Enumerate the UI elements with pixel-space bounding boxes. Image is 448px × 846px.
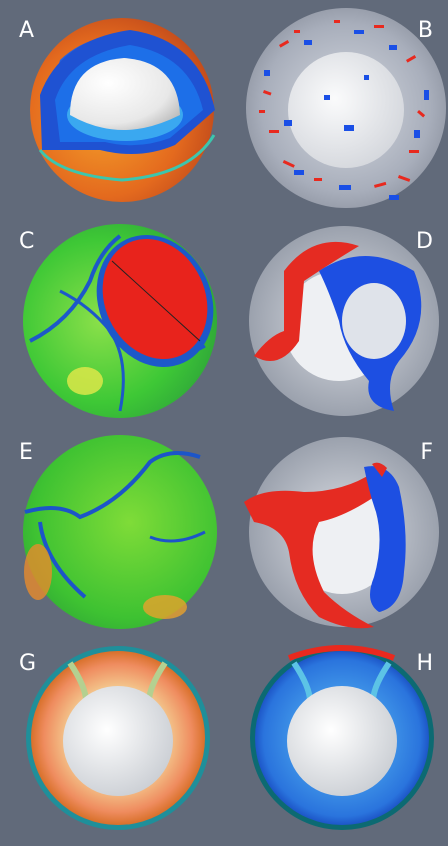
panel-label: D [416,229,433,254]
panel-f: F [224,422,448,633]
isosurfaces-image-d [249,226,439,416]
cutaway-sphere-image [30,18,216,202]
isosurfaces-image-f [244,437,439,629]
panel-label: F [420,440,433,465]
slice-cool-image [250,645,434,830]
panel-h: H [224,633,448,844]
sphere-with-red-cap-image [23,224,217,418]
panel-a: A [0,0,224,211]
panel-label: A [19,18,35,43]
slice-warm-image [26,646,210,830]
panel-c: C [0,211,224,422]
panel-e: E [0,422,224,633]
panel-label: H [416,651,433,676]
panel-label: C [19,229,35,254]
translucent-sphere-image [246,8,446,208]
green-sphere-image [23,435,217,629]
panel-g: G [0,633,224,844]
panel-b: B [224,0,448,211]
panel-label: E [19,440,33,465]
panel-label: B [417,18,433,43]
panel-d: D [224,211,448,422]
panel-label: G [19,651,37,676]
